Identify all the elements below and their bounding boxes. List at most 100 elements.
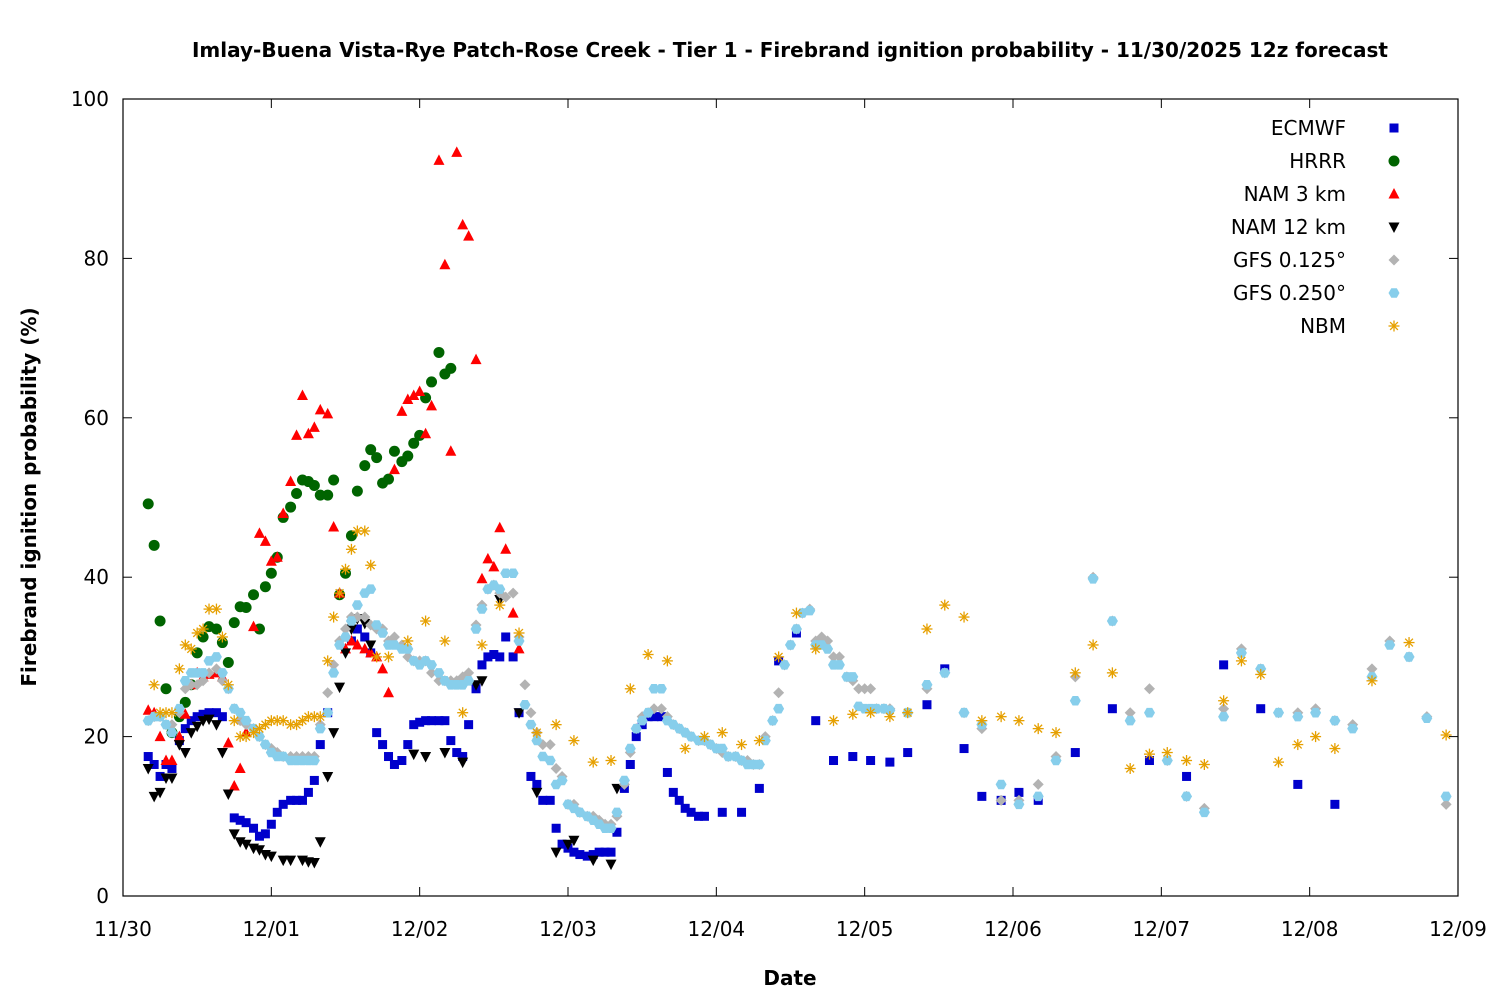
data-point — [1421, 713, 1433, 723]
data-point — [557, 839, 567, 849]
data-point — [403, 740, 413, 750]
data-point — [197, 631, 209, 643]
data-point — [1235, 655, 1247, 667]
data-point — [265, 567, 277, 579]
data-point — [859, 683, 871, 695]
data-point — [958, 707, 970, 718]
data-point — [372, 728, 382, 738]
data-point — [458, 752, 468, 762]
data-point — [234, 762, 246, 773]
data-point — [328, 474, 340, 486]
data-point — [737, 807, 747, 817]
data-point — [1182, 771, 1192, 781]
data-point — [1181, 755, 1193, 767]
data-point — [531, 735, 543, 746]
data-point — [611, 807, 623, 818]
data-point — [779, 660, 791, 670]
x-axis: 11/30 12/01 12/02 12/03 12/04 12/05 12/06 12/07… — [94, 99, 1487, 941]
data-point — [203, 656, 215, 666]
data-point — [248, 727, 260, 739]
data-point — [833, 660, 845, 670]
data-point — [1440, 798, 1452, 810]
data-point — [340, 563, 351, 575]
data-point — [885, 757, 895, 767]
data-point — [408, 749, 420, 761]
data-point — [482, 552, 494, 564]
data-point — [1218, 695, 1230, 707]
data-point — [308, 480, 320, 492]
data-point — [1050, 727, 1062, 739]
data-point — [694, 811, 704, 821]
data-point — [489, 650, 499, 660]
data-point — [365, 584, 377, 594]
data-point — [371, 651, 383, 663]
data-point — [365, 444, 377, 456]
data-point — [507, 587, 519, 599]
data-point — [179, 639, 191, 651]
data-point — [939, 668, 951, 678]
data-point — [921, 680, 933, 690]
data-point — [248, 589, 260, 601]
data-point — [198, 709, 208, 719]
data-point — [388, 631, 400, 643]
data-point — [148, 539, 160, 551]
data-point — [464, 720, 474, 730]
data-point — [314, 711, 326, 723]
x-tick-label: 12/09 — [1429, 917, 1487, 941]
data-point — [210, 623, 222, 635]
data-point — [1161, 755, 1173, 766]
data-point — [1014, 787, 1024, 797]
data-point — [612, 827, 622, 837]
data-point — [1087, 639, 1099, 651]
data-point — [426, 660, 437, 670]
data-point — [605, 823, 617, 833]
data-point — [248, 620, 260, 632]
data-point — [582, 851, 592, 861]
x-tick-label: 12/06 — [984, 917, 1042, 941]
data-point — [253, 527, 265, 538]
data-point — [378, 740, 388, 750]
data-point — [1050, 755, 1062, 766]
data-point — [1330, 799, 1340, 809]
series-gfs-0-125- — [142, 571, 1452, 830]
data-point — [421, 716, 431, 726]
data-point — [408, 437, 420, 449]
data-point — [811, 716, 821, 726]
data-point — [668, 787, 678, 797]
data-point — [611, 783, 623, 795]
data-point — [500, 543, 512, 554]
plot-frame — [122, 98, 1459, 897]
data-point — [365, 640, 377, 651]
data-point — [210, 720, 222, 731]
data-point — [285, 501, 297, 513]
data-point — [191, 647, 203, 659]
data-point — [173, 740, 185, 751]
data-point — [525, 719, 537, 730]
data-point — [995, 711, 1007, 723]
data-point — [562, 839, 574, 851]
data-point — [328, 659, 340, 671]
data-point — [197, 668, 209, 678]
data-point — [397, 756, 407, 766]
data-point — [278, 799, 288, 809]
data-point — [365, 559, 377, 571]
data-point — [551, 823, 561, 833]
data-point — [291, 488, 303, 500]
legend-label: GFS 0.125° — [1233, 248, 1346, 272]
data-point — [439, 748, 451, 759]
data-point — [526, 771, 536, 781]
data-point — [148, 679, 160, 691]
data-point — [222, 789, 234, 800]
data-point — [179, 708, 191, 719]
data-point — [1292, 711, 1304, 722]
x-tick-label: 12/02 — [391, 917, 449, 941]
data-point — [649, 712, 659, 722]
data-point — [439, 258, 451, 270]
data-point — [433, 668, 445, 678]
data-point — [1032, 791, 1044, 802]
data-point — [377, 628, 389, 638]
data-point — [253, 623, 265, 635]
data-point — [575, 850, 585, 860]
x-tick-label: 12/01 — [243, 917, 301, 941]
